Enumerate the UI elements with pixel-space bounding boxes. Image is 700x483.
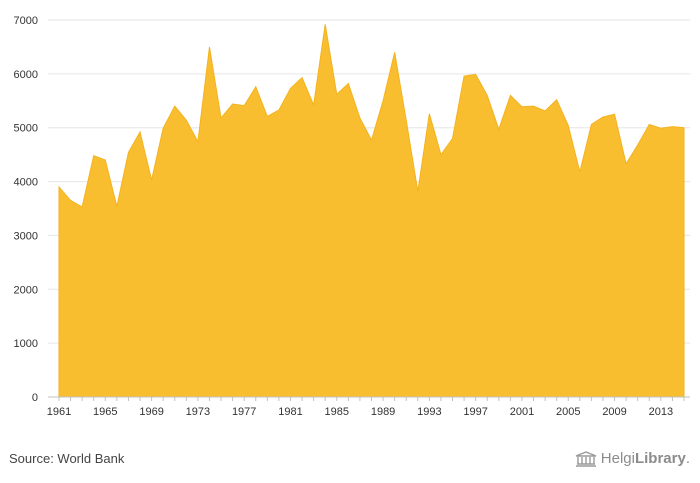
- x-tick-label: 1993: [417, 406, 441, 418]
- y-tick-label: 3000: [14, 230, 38, 242]
- y-tick-labels: 0 1000 2000 3000 4000 5000 6000 7000: [14, 15, 38, 404]
- y-tick-label: 0: [32, 392, 38, 404]
- y-tick-label: 2000: [14, 284, 38, 296]
- x-tick-label: 1969: [139, 406, 163, 418]
- axes: [48, 396, 690, 401]
- x-tick-label: 1981: [278, 406, 302, 418]
- y-tick-label: 6000: [14, 69, 38, 81]
- x-tick-label: 1985: [325, 406, 349, 418]
- y-tick-label: 4000: [14, 177, 38, 189]
- x-tick-label: 1997: [463, 406, 487, 418]
- area-series: [58, 24, 685, 398]
- y-tick-label: 1000: [14, 338, 38, 350]
- x-tick-label: 2001: [510, 406, 534, 418]
- y-tick-label: 7000: [14, 15, 38, 27]
- x-tick-label: 2009: [602, 406, 626, 418]
- x-tick-label: 1973: [186, 406, 210, 418]
- y-tick-label: 5000: [14, 123, 38, 135]
- source-note: Source: World Bank: [9, 451, 125, 466]
- x-tick-label: 1961: [47, 406, 71, 418]
- x-tick-label: 1989: [371, 406, 395, 418]
- x-tick-label: 2013: [649, 406, 673, 418]
- brand-name: HelgiLibrary.: [600, 450, 690, 467]
- x-tick-labels: 1961 1965 1969 1973 1977 1981 1985 1989 1993 1997…: [47, 406, 673, 418]
- x-tick-label: 2005: [556, 406, 580, 418]
- x-tick-label: 1965: [93, 406, 117, 418]
- library-building-icon: [575, 450, 597, 467]
- helgilibrary-logo: HelgiLibrary.: [575, 450, 690, 467]
- area-fill: [58, 24, 685, 398]
- x-tick-label: 1977: [232, 406, 256, 418]
